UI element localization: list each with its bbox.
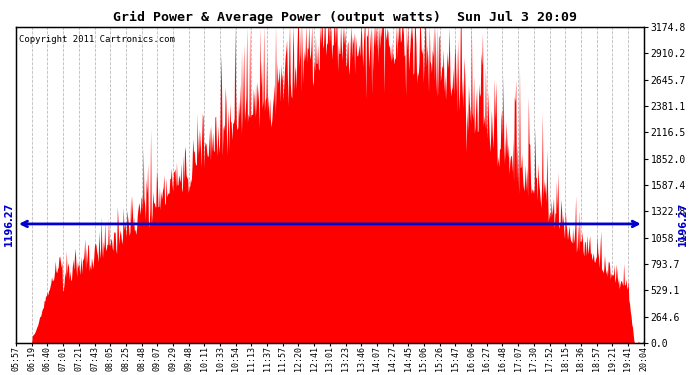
Text: Copyright 2011 Cartronics.com: Copyright 2011 Cartronics.com <box>19 35 175 44</box>
Text: 1196.27: 1196.27 <box>4 202 14 246</box>
Text: Grid Power & Average Power (output watts)  Sun Jul 3 20:09: Grid Power & Average Power (output watts… <box>113 11 577 24</box>
Text: 1196.27: 1196.27 <box>678 202 688 246</box>
